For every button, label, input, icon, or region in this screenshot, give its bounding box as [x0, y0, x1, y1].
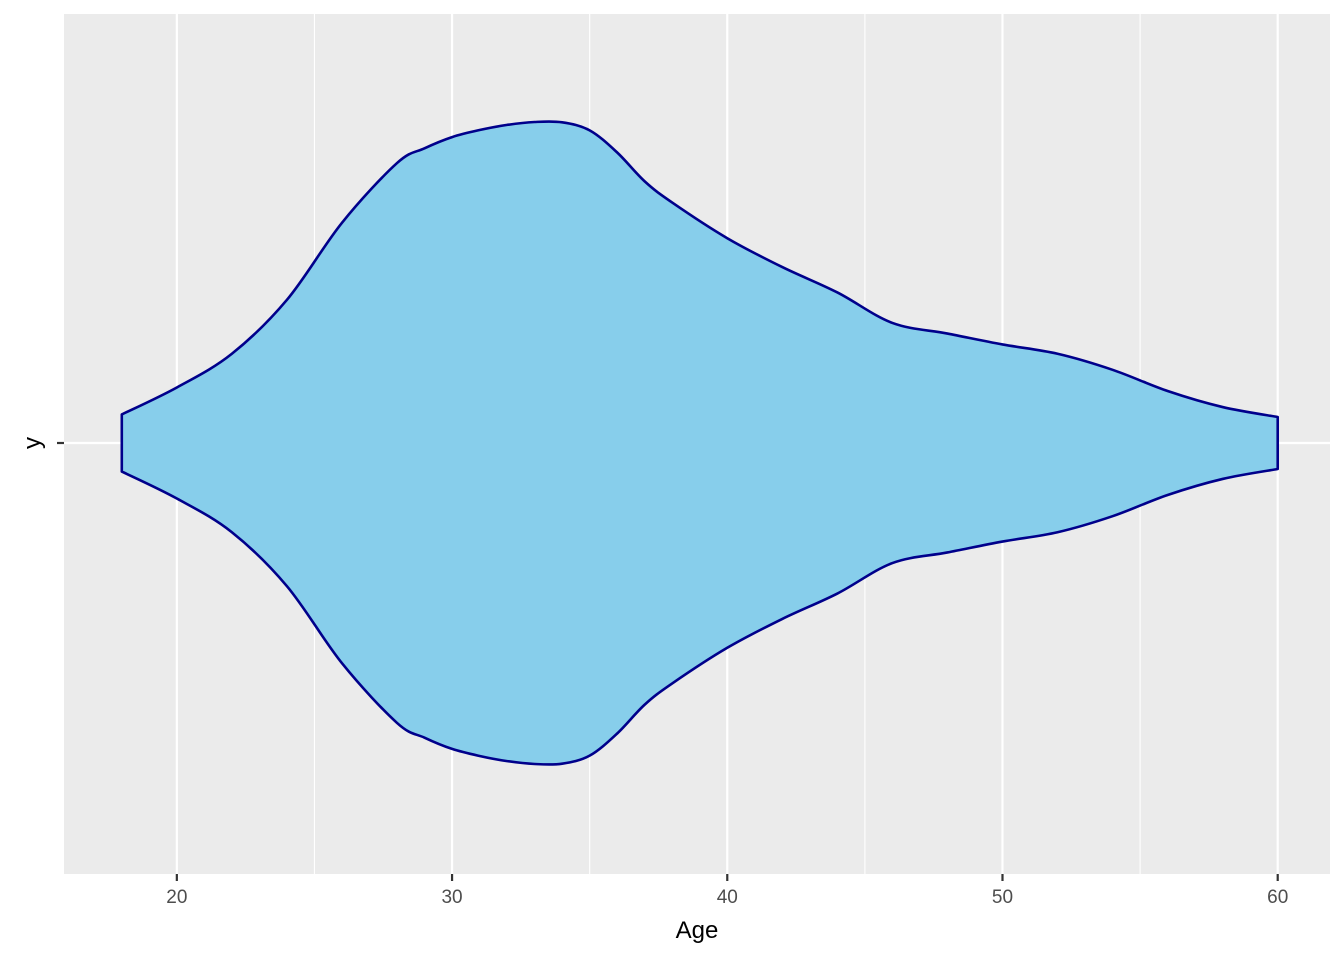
x-axis-title: Age: [676, 917, 719, 944]
x-axis-tick-labels: 20 30 40 50 60: [166, 887, 1288, 908]
x-tick-label: 50: [992, 887, 1013, 908]
x-tick-label: 60: [1267, 887, 1288, 908]
x-tick-label: 20: [166, 887, 187, 908]
x-tick-label: 40: [717, 887, 738, 908]
violin-shape: [120, 120, 1280, 766]
x-tick-label: 30: [441, 887, 462, 908]
x-axis-ticks: [175, 874, 1279, 881]
y-axis-title: y: [19, 437, 46, 449]
